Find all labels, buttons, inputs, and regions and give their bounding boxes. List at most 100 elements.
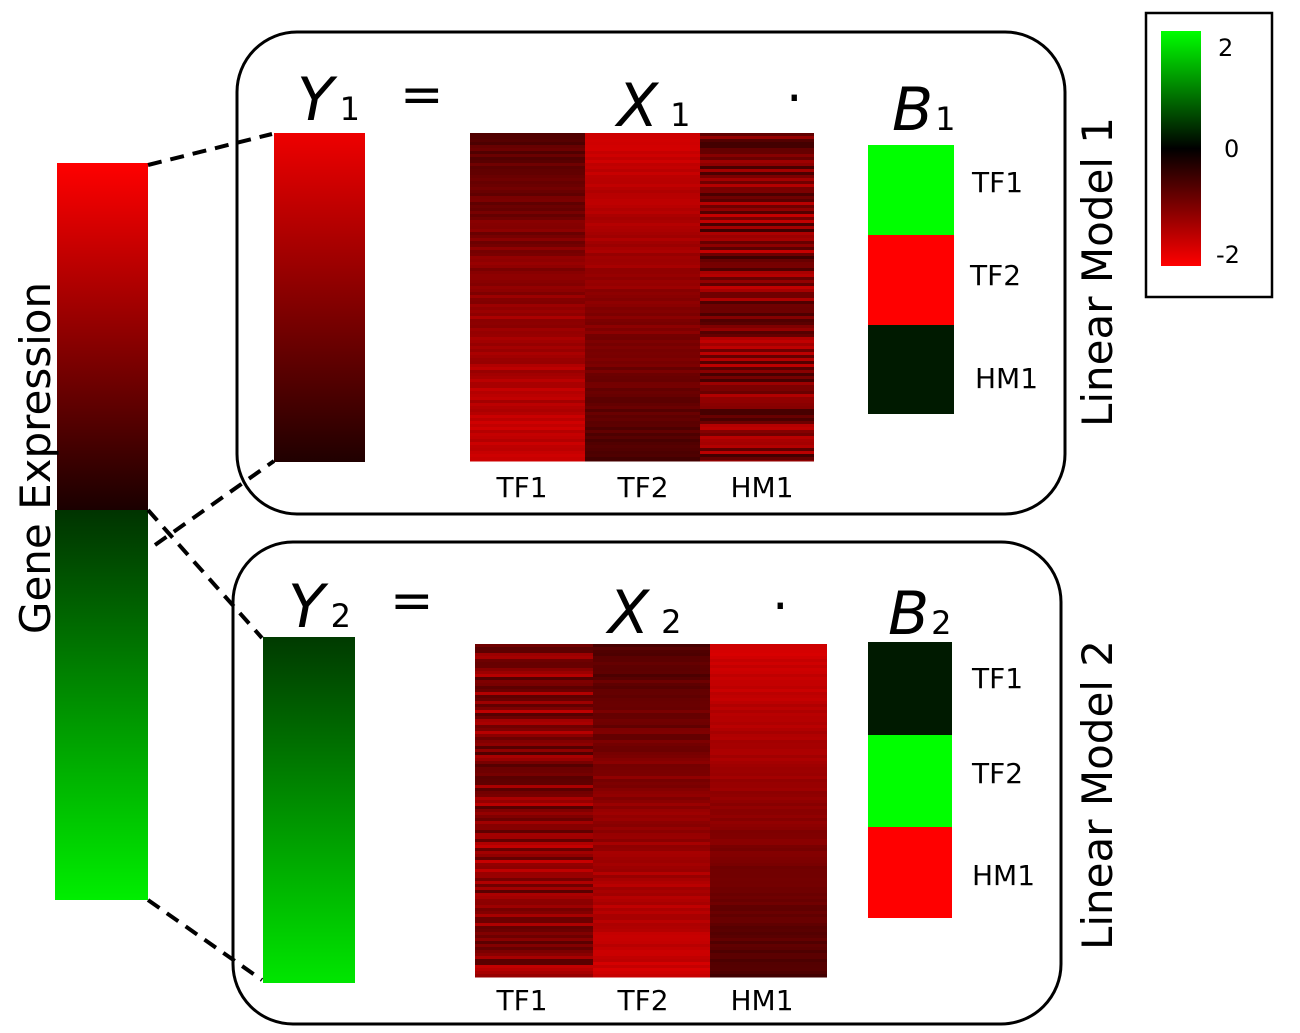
heatmap-stripe bbox=[470, 229, 585, 233]
heatmap-stripe bbox=[475, 851, 593, 855]
heatmap-stripe bbox=[710, 743, 827, 747]
heatmap-stripe bbox=[585, 172, 700, 176]
heatmap-stripe bbox=[700, 229, 814, 233]
heatmap-stripe bbox=[700, 217, 814, 221]
heatmap-stripe bbox=[585, 448, 700, 452]
heatmap-stripe bbox=[585, 427, 700, 431]
heatmap-stripe bbox=[593, 938, 710, 942]
heatmap-stripe bbox=[593, 809, 710, 813]
heatmap-stripe bbox=[585, 400, 700, 404]
heatmap-stripe bbox=[475, 779, 593, 783]
heatmap-stripe bbox=[593, 815, 710, 819]
heatmap-stripe bbox=[470, 208, 585, 212]
heatmap-stripe bbox=[470, 220, 585, 224]
heatmap-stripe bbox=[710, 809, 827, 813]
heatmap-stripe bbox=[700, 166, 814, 170]
heatmap-stripe bbox=[710, 797, 827, 801]
heatmap-stripe bbox=[710, 734, 827, 738]
heatmap-stripe bbox=[475, 725, 593, 729]
heatmap-stripe bbox=[585, 328, 700, 332]
gene-expression-bar bbox=[55, 163, 148, 900]
heatmap-stripe bbox=[710, 908, 827, 912]
heatmap-stripe bbox=[593, 860, 710, 864]
heatmap-stripe bbox=[593, 908, 710, 912]
heatmap-stripe bbox=[700, 295, 814, 299]
heatmap-stripe bbox=[475, 890, 593, 894]
heatmap-stripe bbox=[710, 794, 827, 798]
heatmap-stripe bbox=[585, 382, 700, 386]
heatmap-stripe bbox=[593, 917, 710, 921]
heatmap-stripe bbox=[470, 388, 585, 392]
heatmap-stripe bbox=[593, 650, 710, 654]
heatmap-stripe bbox=[475, 806, 593, 810]
heatmap-stripe bbox=[585, 379, 700, 383]
heatmap-stripe bbox=[470, 265, 585, 269]
heatmap-stripe bbox=[475, 782, 593, 786]
heatmap-stripe bbox=[593, 869, 710, 873]
heatmap-stripe bbox=[710, 818, 827, 822]
heatmap-stripe bbox=[710, 725, 827, 729]
heatmap-stripe bbox=[593, 941, 710, 945]
heatmap-stripe bbox=[593, 713, 710, 717]
heatmap-stripe bbox=[710, 851, 827, 855]
heatmap-stripe bbox=[475, 962, 593, 966]
heatmap-stripe bbox=[593, 875, 710, 879]
heatmap-stripe bbox=[593, 716, 710, 720]
heatmap-stripe bbox=[700, 331, 814, 335]
heatmap-stripe bbox=[475, 863, 593, 867]
heatmap-stripe bbox=[593, 734, 710, 738]
colorbar-tick-zero: 0 bbox=[1224, 135, 1239, 163]
heatmap-stripe bbox=[710, 941, 827, 945]
heatmap-stripe bbox=[470, 256, 585, 260]
heatmap-stripe bbox=[700, 175, 814, 179]
connector-line bbox=[147, 132, 273, 167]
heatmap-stripe bbox=[470, 151, 585, 155]
heatmap-stripe bbox=[710, 902, 827, 906]
heatmap-stripe bbox=[710, 653, 827, 657]
heatmap-stripe bbox=[475, 698, 593, 702]
heatmap-stripe bbox=[700, 154, 814, 158]
heatmap-stripe bbox=[475, 842, 593, 846]
heatmap-stripe bbox=[585, 253, 700, 257]
heatmap-stripe bbox=[470, 295, 585, 299]
heatmap-stripe bbox=[700, 316, 814, 320]
heatmap-stripe bbox=[470, 361, 585, 365]
heatmap-stripe bbox=[470, 199, 585, 203]
heatmap-stripe bbox=[700, 361, 814, 365]
heatmap-stripe bbox=[700, 220, 814, 224]
model-1-b-cell-hm1 bbox=[868, 325, 954, 414]
heatmap-stripe bbox=[470, 241, 585, 245]
heatmap-stripe bbox=[700, 439, 814, 443]
heatmap-stripe bbox=[585, 166, 700, 170]
heatmap-stripe bbox=[585, 346, 700, 350]
heatmap-stripe bbox=[585, 340, 700, 344]
heatmap-stripe bbox=[585, 169, 700, 173]
heatmap-stripe bbox=[593, 683, 710, 687]
heatmap-stripe bbox=[475, 944, 593, 948]
model-2-b-symbol: B2 bbox=[888, 579, 952, 649]
heatmap-stripe bbox=[475, 872, 593, 876]
heatmap-stripe bbox=[593, 965, 710, 969]
heatmap-stripe bbox=[475, 857, 593, 861]
heatmap-stripe bbox=[585, 316, 700, 320]
heatmap-stripe bbox=[585, 418, 700, 422]
heatmap-stripe bbox=[700, 367, 814, 371]
heatmap-stripe bbox=[475, 692, 593, 696]
heatmap-stripe bbox=[710, 938, 827, 942]
heatmap-stripe bbox=[710, 830, 827, 834]
heatmap-stripe bbox=[710, 974, 827, 978]
heatmap-stripe bbox=[475, 791, 593, 795]
heatmap-stripe bbox=[710, 965, 827, 969]
heatmap-stripe bbox=[700, 262, 814, 266]
heatmap-stripe bbox=[700, 211, 814, 215]
heatmap-stripe bbox=[593, 671, 710, 675]
heatmap-stripe bbox=[710, 860, 827, 864]
heatmap-stripe bbox=[585, 145, 700, 149]
heatmap-stripe bbox=[585, 298, 700, 302]
heatmap-stripe bbox=[475, 647, 593, 651]
heatmap-stripe bbox=[700, 430, 814, 434]
heatmap-stripe bbox=[710, 668, 827, 672]
heatmap-stripe bbox=[700, 193, 814, 197]
heatmap-stripe bbox=[593, 803, 710, 807]
heatmap-stripe bbox=[700, 391, 814, 395]
